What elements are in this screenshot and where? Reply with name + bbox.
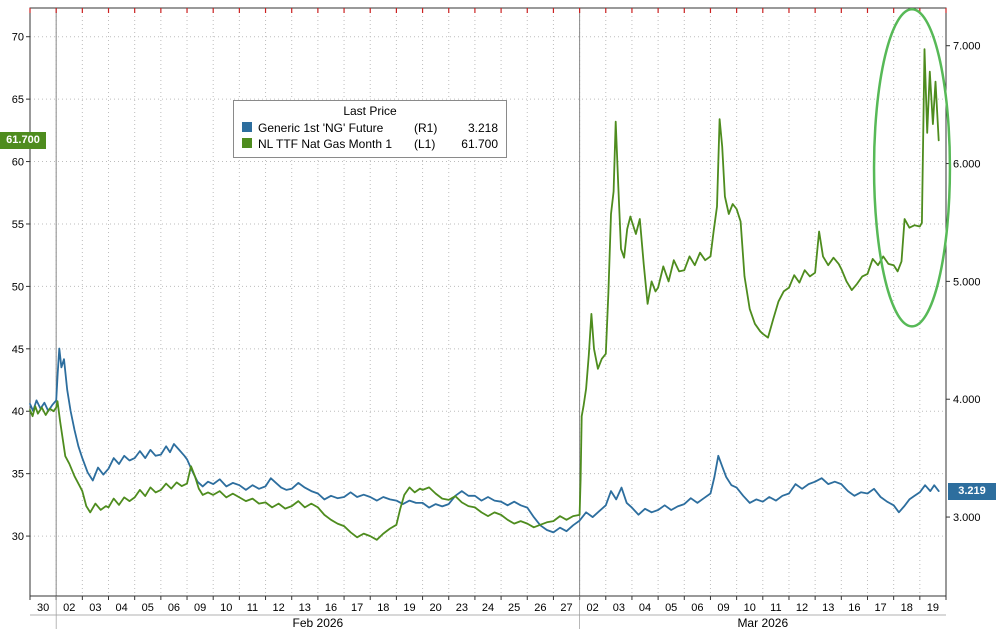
right-axis-label: 5.000 (953, 276, 981, 288)
x-axis-day-label: 11 (247, 602, 258, 614)
right-axis-label: 6.000 (953, 159, 981, 171)
legend: Last Price Generic 1st 'NG' Future (R1) … (233, 100, 507, 158)
x-axis-day-label: 27 (560, 602, 572, 614)
x-axis-day-label: 10 (220, 602, 232, 614)
x-axis-day-label: 30 (37, 602, 49, 614)
x-axis-day-label: 17 (351, 602, 363, 614)
x-axis-day-label: 23 (456, 602, 468, 614)
legend-row-ng-future: Generic 1st 'NG' Future (R1) 3.218 (242, 120, 498, 136)
x-axis-day-label: 02 (587, 602, 599, 614)
x-axis-day-label: 03 (89, 602, 101, 614)
x-axis-day-label: 04 (115, 602, 127, 614)
left-axis-label: 35 (12, 469, 24, 481)
legend-axis-ng-future: (R1) (414, 121, 438, 135)
left-axis-label: 30 (12, 531, 24, 543)
x-axis-day-label: 13 (822, 602, 834, 614)
x-axis-day-label: 25 (508, 602, 520, 614)
ng-future-series-swatch-icon (242, 122, 252, 132)
x-axis-day-label: 02 (63, 602, 75, 614)
x-axis-day-label: 16 (848, 602, 860, 614)
left-axis-label: 70 (12, 32, 24, 44)
series-line-ng-future (29, 347, 940, 534)
x-axis-day-label: 18 (377, 602, 389, 614)
legend-label-ng-future: Generic 1st 'NG' Future (258, 121, 384, 135)
series-line-ttf-natgas (29, 48, 940, 541)
x-axis-day-label: 09 (194, 602, 206, 614)
legend-value-ttf: 61.700 (461, 137, 498, 151)
plot-border (29, 7, 947, 597)
x-axis-day-label: 26 (534, 602, 546, 614)
left-axis-label: 55 (12, 219, 24, 231)
x-axis-day-label: 10 (744, 602, 756, 614)
x-axis-day-label: 05 (142, 602, 154, 614)
month-label: Feb 2026 (293, 616, 344, 630)
month-label: Mar 2026 (737, 616, 788, 630)
x-axis-day-label: 04 (639, 602, 651, 614)
x-axis-day-label: 06 (691, 602, 703, 614)
x-axis-day-label: 18 (901, 602, 913, 614)
legend-row-ttf: NL TTF Nat Gas Month 1 (L1) 61.700 (242, 136, 498, 152)
highlight-ellipse-annotation (872, 7, 952, 328)
left-axis-price-badge: 61.700 (0, 132, 46, 150)
x-axis-day-label: 24 (482, 602, 494, 614)
right-axis-label: 4.000 (953, 394, 981, 406)
ttf-series-swatch-icon (242, 138, 252, 148)
x-axis-day-label: 11 (770, 602, 781, 614)
left-axis-label: 40 (12, 406, 24, 418)
left-axis-label: 65 (12, 94, 24, 106)
x-axis-day-label: 12 (796, 602, 808, 614)
legend-value-ng-future: 3.218 (467, 121, 498, 135)
x-axis-day-label: 20 (430, 602, 442, 614)
x-axis-day-label: 13 (299, 602, 311, 614)
x-axis-day-label: 19 (927, 602, 939, 614)
x-axis-day-label: 16 (325, 602, 337, 614)
right-axis-label: 3.000 (953, 512, 981, 524)
x-axis-day-label: 05 (665, 602, 677, 614)
x-axis-day-label: 06 (168, 602, 180, 614)
legend-label-ttf: NL TTF Nat Gas Month 1 (258, 137, 393, 151)
legend-title: Last Price (343, 104, 397, 118)
x-axis-day-label: 12 (273, 602, 285, 614)
left-axis-label: 60 (12, 157, 24, 169)
x-axis-day-label: 19 (403, 602, 415, 614)
legend-axis-ttf: (L1) (414, 137, 436, 151)
left-axis-label: 50 (12, 281, 24, 293)
x-axis-day-label: 09 (717, 602, 729, 614)
right-axis-label: 7.000 (953, 41, 981, 53)
right-axis-price-badge: 3.219 (948, 483, 996, 501)
x-axis-day-label: 03 (613, 602, 625, 614)
x-axis-day-label: 17 (874, 602, 886, 614)
left-axis-label: 45 (12, 344, 24, 356)
